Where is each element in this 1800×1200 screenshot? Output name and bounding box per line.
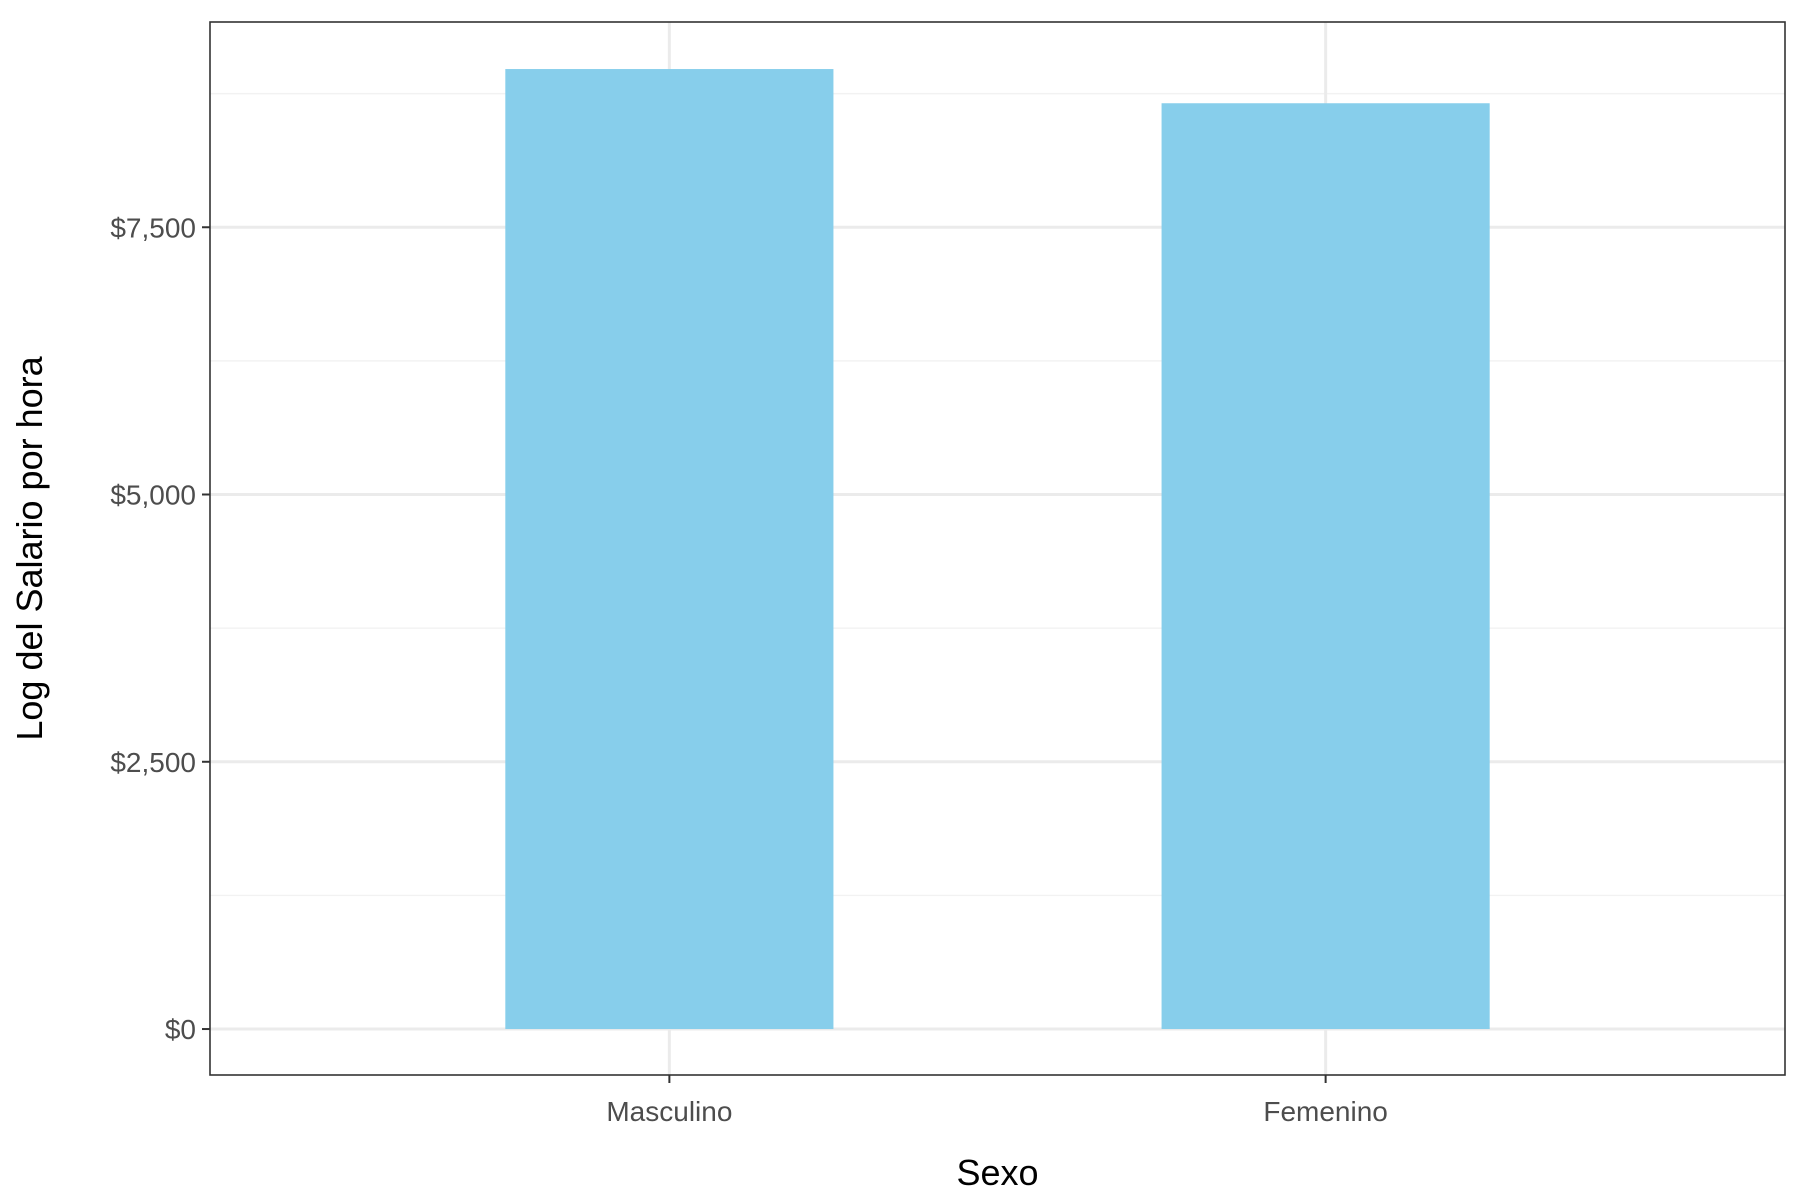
bar-femenino	[1161, 103, 1490, 1030]
y-tick-label: $5,000	[110, 480, 196, 511]
bar-masculino	[505, 69, 834, 1030]
y-tick-label: $0	[165, 1014, 196, 1045]
y-tick-label: $7,500	[110, 212, 196, 243]
panel-border	[209, 21, 1786, 1076]
axes: $0 $2,500 $5,000 $7,500 Masculino Femenino	[110, 212, 1388, 1127]
x-tick-label: Masculino	[606, 1096, 732, 1127]
x-tick-label: Femenino	[1263, 1096, 1388, 1127]
y-axis-title: Log del Salario por hora	[9, 355, 50, 740]
y-tick-label: $2,500	[110, 747, 196, 778]
gridlines	[210, 22, 1785, 1075]
x-axis-title: Sexo	[956, 1152, 1038, 1193]
bars	[505, 69, 1490, 1030]
